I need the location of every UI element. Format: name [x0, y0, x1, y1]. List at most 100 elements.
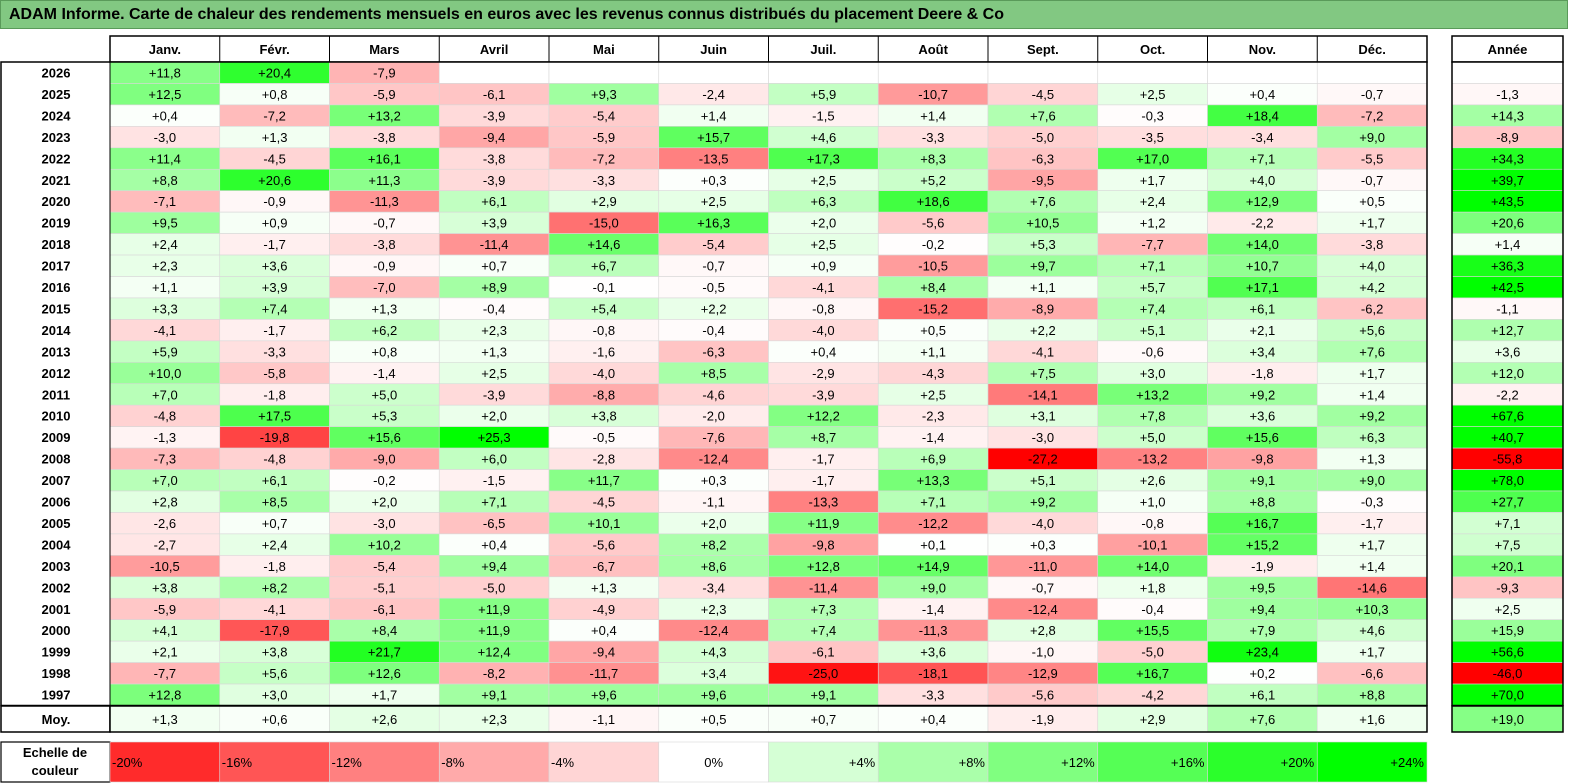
heat-cell-value: +16,3	[697, 216, 730, 231]
heat-cell-value: -4,5	[1032, 87, 1054, 102]
heat-cell-value: +2,3	[152, 259, 178, 274]
average-year-value: +19,0	[1491, 712, 1524, 727]
heat-cell-value: +4,1	[152, 623, 178, 638]
heat-cell-value: -1,8	[263, 559, 285, 574]
heat-cell-value: +8,3	[920, 151, 946, 166]
year-cell-value: -55,8	[1493, 452, 1523, 467]
heat-cell-value: +6,3	[1359, 430, 1385, 445]
scale-value: -20%	[112, 755, 143, 770]
heat-cell-value: +10,3	[1356, 602, 1389, 617]
heat-cell-value: -3,0	[154, 130, 176, 145]
color-scale-label: Echelle de couleur	[22, 745, 88, 778]
heat-cell-value: +5,7	[1140, 280, 1166, 295]
scale-swatch	[548, 741, 660, 783]
heat-cell-value: -0,4	[702, 323, 724, 338]
heat-cell-value: +18,4	[1246, 108, 1279, 123]
heat-cell-value: -4,9	[593, 602, 615, 617]
heat-cell-value: -0,3	[1361, 495, 1383, 510]
heat-cell-value: +6,0	[481, 452, 507, 467]
heat-cell-value: +16,1	[368, 151, 401, 166]
heat-cell-value: +6,2	[372, 323, 398, 338]
row-label-2002: 2002	[42, 580, 71, 595]
heat-cell-value: +9,0	[1359, 130, 1385, 145]
heat-cell-value: -3,3	[922, 130, 944, 145]
heat-cell-value: +2,4	[262, 537, 288, 552]
average-cell	[987, 705, 1099, 733]
year-cell-value: -46,0	[1493, 666, 1523, 681]
heat-cell-value: -8,2	[483, 666, 505, 681]
heat-cell-value: +7,6	[1030, 194, 1056, 209]
heat-cell-value: -11,0	[1029, 559, 1058, 574]
heat-cell-value: +4,0	[1359, 259, 1385, 274]
heat-cell-value: +17,3	[807, 151, 840, 166]
heat-cell-value: +8,4	[372, 623, 398, 638]
heat-cell-value: +1,4	[1359, 559, 1385, 574]
heat-cell-value: -7,2	[593, 151, 615, 166]
heat-cell-value: +2,4	[1140, 194, 1166, 209]
heat-cell-value: -1,8	[1251, 366, 1273, 381]
heat-cell	[548, 61, 660, 84]
heat-cell	[1097, 61, 1208, 84]
heat-cell-value: -0,8	[812, 301, 834, 316]
heat-cell-value: +0,7	[481, 259, 507, 274]
heat-cell-value: -0,7	[1361, 87, 1383, 102]
heat-cell-value: -0,4	[1141, 602, 1163, 617]
scale-value: -12%	[332, 755, 363, 770]
heat-cell-value: -1,7	[263, 237, 285, 252]
heat-cell-value: +12,8	[807, 559, 840, 574]
average-cell-value: +2,6	[372, 712, 398, 727]
heat-cell-value: +9,4	[481, 559, 507, 574]
heat-cell-value: -5,0	[1032, 130, 1054, 145]
heat-cell-value: -5,4	[373, 559, 395, 574]
heat-cell-value: -7,0	[373, 280, 395, 295]
heat-cell-value: -17,9	[260, 623, 290, 638]
heat-cell-value: +1,4	[920, 108, 946, 123]
heat-cell-value: -7,7	[1141, 237, 1163, 252]
heat-cell-value: -7,2	[263, 108, 285, 123]
heat-cell	[987, 61, 1099, 84]
heat-cell-value: +13,3	[917, 473, 950, 488]
heat-cell-value: +0,4	[591, 623, 617, 638]
heat-cell-value: -7,6	[702, 430, 724, 445]
heat-cell-value: +12,4	[478, 645, 511, 660]
heat-cell-value: +1,3	[262, 130, 288, 145]
heat-cell-value: -1,7	[812, 452, 834, 467]
heat-cell-value: +13,2	[368, 108, 401, 123]
heat-cell-value: +5,9	[152, 344, 178, 359]
heat-cell-value: +5,0	[1140, 430, 1166, 445]
heat-cell-value: -0,5	[702, 280, 724, 295]
heat-cell-value: -5,6	[922, 216, 944, 231]
scale-value: 0%	[704, 755, 723, 770]
heat-cell-value: +3,0	[262, 688, 288, 703]
heat-cell-value: +2,9	[591, 194, 617, 209]
year-cell-value: +34,3	[1491, 151, 1524, 166]
heat-cell-value: -3,0	[1032, 430, 1054, 445]
year-cell-value: +70,0	[1491, 688, 1524, 703]
average-cell	[109, 705, 221, 733]
heat-cell-value: -3,5	[1141, 130, 1163, 145]
heat-cell-value: +4,6	[1359, 623, 1385, 638]
heat-cell-value: +5,3	[1030, 237, 1056, 252]
heat-cell-value: +8,2	[701, 537, 727, 552]
heat-cell-value: -5,0	[1141, 645, 1163, 660]
year-cell-value: +7,1	[1495, 516, 1521, 531]
heat-cell-value: +9,2	[1359, 409, 1385, 424]
heat-cell-value: +1,7	[1359, 366, 1385, 381]
heat-cell-value: -1,6	[593, 344, 615, 359]
heat-cell-value: -4,8	[154, 409, 176, 424]
month-header-3: Mars	[369, 42, 399, 57]
heat-cell-value: +18,6	[917, 194, 950, 209]
heat-cell-value: +5,6	[262, 666, 288, 681]
heat-cell-value: +5,1	[1030, 473, 1056, 488]
heat-cell-value: -1,0	[1032, 645, 1054, 660]
heat-cell-value: +9,2	[1250, 387, 1276, 402]
year-cell-value: +15,9	[1491, 623, 1524, 638]
heat-cell-value: +10,7	[1246, 259, 1279, 274]
heat-cell-value: -9,5	[1032, 173, 1054, 188]
month-header-2: Févr.	[259, 42, 289, 57]
heat-cell-value: -5,0	[483, 580, 505, 595]
heat-cell-value: -12,4	[1028, 602, 1058, 617]
heat-cell-value: -12,4	[699, 452, 729, 467]
heat-cell-value: +16,7	[1136, 666, 1169, 681]
heat-cell-value: -2,6	[154, 516, 176, 531]
